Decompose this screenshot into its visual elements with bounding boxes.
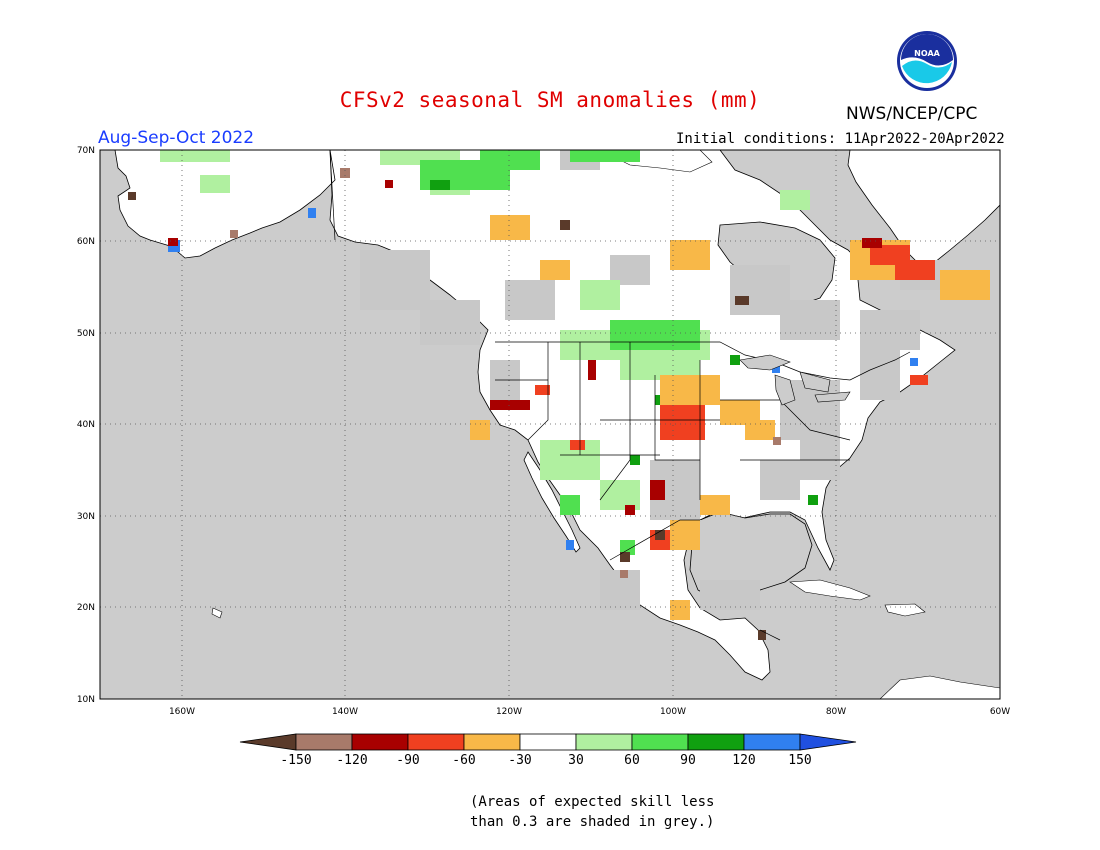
legend-tick-label: 120 [732, 753, 755, 768]
cuba [789, 579, 871, 601]
south-america [879, 675, 1000, 699]
legend-tick-label: -90 [396, 753, 419, 768]
lat-label-60n: 60N [77, 237, 95, 247]
lon-label-80w: 80W [826, 707, 846, 717]
noaa-logo: NOAA [896, 30, 958, 96]
baja-california [523, 451, 581, 553]
lat-label-20n: 20N [77, 603, 95, 613]
gulf-of-mexico [689, 511, 813, 599]
borders [329, 150, 911, 641]
map-title: CFSv2 seasonal SM anomalies (mm) [339, 88, 761, 112]
dry-anomaly-medium [535, 245, 935, 550]
legend-box [519, 733, 577, 751]
lon-label-140w: 140W [332, 707, 358, 717]
skill-note: (Areas of expected skill less than 0.3 a… [470, 792, 714, 832]
legend-tick-label: 150 [788, 753, 811, 768]
map-frame [99, 149, 1001, 700]
agency-label: NWS/NCEP/CPC [846, 104, 978, 124]
legend-box [463, 733, 521, 751]
legend-tick-label: 60 [624, 753, 640, 768]
legend-tick-label: -30 [508, 753, 531, 768]
legend-box [575, 733, 633, 751]
legend-box [407, 733, 465, 751]
wet-anomaly-medium [420, 150, 700, 555]
lat-label-50n: 50N [77, 329, 95, 339]
legend-tick-label: -120 [336, 753, 367, 768]
skill-note-line-2: than 0.3 are shaded in grey.) [470, 814, 715, 830]
legend-arrow-right [799, 733, 857, 751]
legend-tick-label: 90 [680, 753, 696, 768]
legend-box [351, 733, 409, 751]
skill-note-line-1: (Areas of expected skill less [470, 794, 715, 810]
lon-label-160w: 160W [169, 707, 195, 717]
legend-box [295, 733, 353, 751]
dry-anomaly-light [470, 215, 990, 620]
legend-tick-label: -150 [280, 753, 311, 768]
legend-box [631, 733, 689, 751]
lat-label-40n: 40N [77, 420, 95, 430]
legend-tick-label: -60 [452, 753, 475, 768]
legend-tick-label: 30 [568, 753, 584, 768]
dry-anomaly-brownish [230, 168, 781, 578]
lon-label-60w: 60W [990, 707, 1010, 717]
legend-arrow-left [239, 733, 297, 751]
lon-label-120w: 120W [496, 707, 522, 717]
noaa-logo-text: NOAA [914, 49, 940, 58]
great-lakes [739, 354, 851, 406]
legend-box [687, 733, 745, 751]
dry-anomaly-extreme [128, 192, 766, 640]
initial-conditions: Initial conditions: 11Apr2022-20Apr2022 [676, 131, 1005, 147]
graticule [100, 150, 1000, 699]
hawaii [211, 607, 223, 619]
lat-label-10n: 10N [77, 695, 95, 705]
lat-label-30n: 30N [77, 512, 95, 522]
lat-label-70n: 70N [77, 146, 95, 156]
season-label: Aug-Sep-Oct 2022 [98, 128, 255, 148]
legend-box [743, 733, 801, 751]
dry-anomaly-strong [168, 180, 882, 515]
lon-label-100w: 100W [660, 707, 686, 717]
